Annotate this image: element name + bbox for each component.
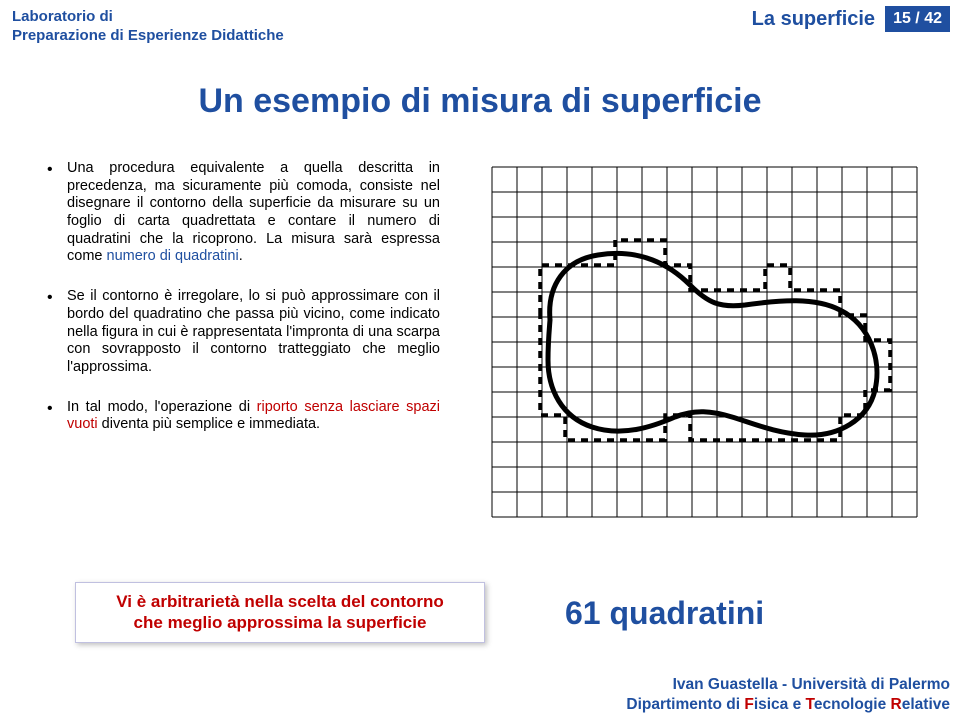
grid-figure: [490, 165, 920, 525]
footer-dept-F: F: [744, 696, 753, 713]
footer-dept: Dipartimento di Fisica e Tecnologie Rela…: [626, 695, 950, 714]
callout-line1: Vi è arbitrarietà nella scelta del conto…: [86, 591, 474, 612]
header-lab-line1: Laboratorio di: [12, 8, 284, 27]
footer-dept-isica: isica e: [754, 696, 806, 713]
page-badge: 15 / 42: [885, 6, 950, 32]
bullet-3-post: diventa più semplice e immediata.: [98, 416, 320, 432]
bullet-2: Se il contorno è irregolare, lo si può a…: [45, 288, 440, 376]
header-right: La superficie 15 / 42: [752, 6, 950, 32]
bullet-1-highlight: numero di quadratini: [107, 248, 239, 264]
body-text: Una procedura equivalente a quella descr…: [45, 160, 440, 456]
bullet-1-post: .: [239, 248, 243, 264]
section-label: La superficie: [752, 8, 875, 31]
result-label: 61 quadratini: [565, 595, 764, 632]
footer: Ivan Guastella - Università di Palermo D…: [626, 675, 950, 714]
header-lab: Laboratorio di Preparazione di Esperienz…: [12, 8, 284, 46]
callout-line2: che meglio approssima la superficie: [86, 612, 474, 633]
footer-dept-el: elative: [902, 696, 950, 713]
footer-dept-R: R: [891, 696, 902, 713]
callout-box: Vi è arbitrarietà nella scelta del conto…: [75, 582, 485, 643]
footer-dept-ec: ecnologie: [814, 696, 891, 713]
footer-dept-pre: Dipartimento di: [626, 696, 744, 713]
bullet-3-pre: In tal modo, l'operazione di: [67, 399, 257, 415]
header-lab-line2: Preparazione di Esperienze Didattiche: [12, 27, 284, 46]
footer-dept-T: T: [806, 696, 814, 713]
bullet-3: In tal modo, l'operazione di riporto sen…: [45, 399, 440, 434]
footer-author: Ivan Guastella - Università di Palermo: [626, 675, 950, 694]
page-title: Un esempio di misura di superficie: [0, 82, 960, 121]
bullet-1: Una procedura equivalente a quella descr…: [45, 160, 440, 266]
